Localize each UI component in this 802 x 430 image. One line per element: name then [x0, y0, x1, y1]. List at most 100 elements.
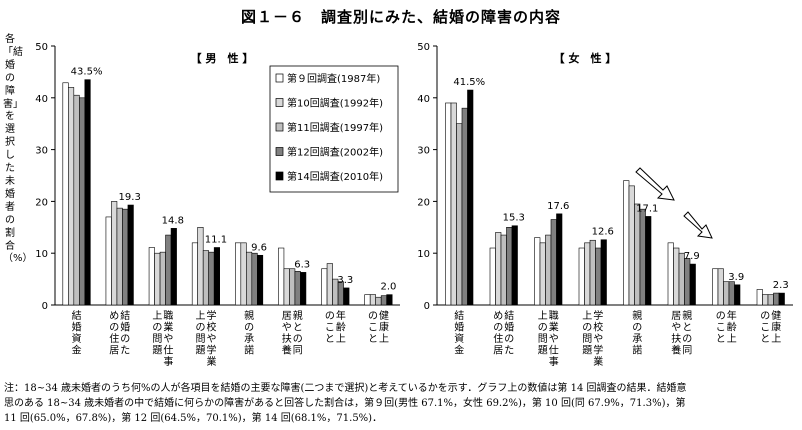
- svg-text:の: の: [582, 323, 592, 334]
- bar: [645, 216, 652, 306]
- bar: [584, 242, 591, 306]
- bar: [326, 263, 333, 306]
- svg-text:年: 年: [336, 309, 346, 322]
- bar: [550, 219, 557, 306]
- data-label: 12.6: [592, 227, 614, 238]
- svg-text:親: 親: [244, 309, 254, 322]
- bar: [773, 292, 780, 306]
- svg-text:題: 題: [538, 345, 548, 357]
- bar: [386, 294, 393, 306]
- svg-text:た: た: [120, 345, 130, 357]
- svg-text:親: 親: [682, 309, 692, 322]
- svg-text:の: の: [504, 334, 514, 345]
- bar: [723, 281, 730, 306]
- data-label: 14.8: [162, 215, 184, 226]
- svg-text:仕: 仕: [163, 344, 173, 357]
- bar: [717, 268, 724, 306]
- svg-text:健: 健: [379, 310, 389, 322]
- bar: [321, 268, 328, 306]
- svg-text:齢: 齢: [336, 321, 346, 334]
- y-tick-label: 10: [417, 249, 430, 260]
- svg-text:親: 親: [293, 309, 303, 322]
- legend-label: 第14回調査(2010年): [287, 170, 383, 183]
- bar: [294, 271, 301, 306]
- bar: [122, 208, 129, 306]
- svg-text:の: の: [632, 323, 642, 334]
- footnote-line: 注：18~34 歳未婚者のうち何%の人が各項目を結婚の主要な障害(二つまで選択)…: [4, 383, 687, 394]
- svg-text:問: 問: [152, 333, 162, 345]
- svg-text:上: 上: [195, 310, 205, 322]
- legend-swatch: [275, 98, 284, 107]
- bar: [689, 263, 696, 306]
- svg-text:の: の: [368, 311, 378, 322]
- bar: [762, 294, 769, 306]
- bar: [545, 234, 552, 306]
- svg-text:校: 校: [206, 321, 216, 334]
- bar: [240, 242, 247, 306]
- svg-text:の: の: [152, 323, 162, 334]
- svg-text:問: 問: [538, 333, 548, 345]
- y-axis-label: 各「結婚の障害」を選択した未婚者の割合（%）: [3, 34, 33, 265]
- svg-text:仕: 仕: [549, 344, 559, 357]
- svg-text:と: と: [760, 333, 770, 345]
- svg-text:の: の: [293, 334, 303, 345]
- svg-text:学: 学: [593, 344, 603, 357]
- svg-text:資: 資: [72, 333, 82, 345]
- svg-text:承: 承: [632, 333, 642, 345]
- svg-text:こ: こ: [760, 323, 770, 334]
- bar: [595, 247, 602, 306]
- svg-text:金: 金: [454, 344, 464, 357]
- svg-text:の: の: [244, 323, 254, 334]
- svg-text:婚: 婚: [72, 321, 82, 334]
- bar: [170, 228, 177, 306]
- y-tick-label: 50: [417, 42, 430, 53]
- data-label: 43.5%: [71, 67, 103, 78]
- svg-text:問: 問: [195, 333, 205, 345]
- svg-text:婚: 婚: [120, 321, 130, 334]
- bar: [461, 107, 468, 306]
- legend-label: 第９回調査(1987年): [287, 72, 380, 85]
- data-label: 2.3: [773, 280, 789, 291]
- y-tick-label: 40: [35, 94, 48, 105]
- bar: [589, 239, 596, 306]
- bar: [556, 213, 563, 306]
- svg-text:扶: 扶: [671, 332, 681, 345]
- svg-text:職: 職: [549, 310, 559, 322]
- y-tick-label: 40: [417, 94, 430, 105]
- data-label: 9.6: [251, 242, 267, 253]
- svg-text:と: と: [293, 322, 303, 334]
- bar: [639, 208, 646, 306]
- svg-text:こ: こ: [368, 323, 378, 334]
- bar: [578, 247, 585, 306]
- svg-text:婚: 婚: [454, 321, 464, 334]
- bar: [154, 252, 161, 306]
- svg-text:住: 住: [109, 332, 119, 345]
- svg-text:上: 上: [538, 310, 548, 322]
- bar: [734, 284, 741, 306]
- svg-text:事: 事: [163, 355, 173, 368]
- panel-title: 【 女 性 】: [554, 51, 617, 65]
- bar: [202, 250, 209, 306]
- svg-text:校: 校: [593, 321, 603, 334]
- legend: 第９回調査(1987年) 第10回調査(1992年) 第11回調査(1997年) 第1…: [269, 65, 399, 193]
- bar: [445, 102, 452, 306]
- bar: [634, 203, 641, 306]
- bar: [500, 234, 507, 306]
- bar: [673, 247, 680, 306]
- bar: [257, 254, 264, 306]
- svg-text:の: の: [109, 323, 119, 334]
- legend-swatch: [275, 73, 284, 83]
- svg-text:の: の: [760, 311, 770, 322]
- svg-text:康: 康: [771, 321, 781, 334]
- svg-text:同: 同: [293, 345, 303, 357]
- svg-text:業: 業: [549, 321, 559, 334]
